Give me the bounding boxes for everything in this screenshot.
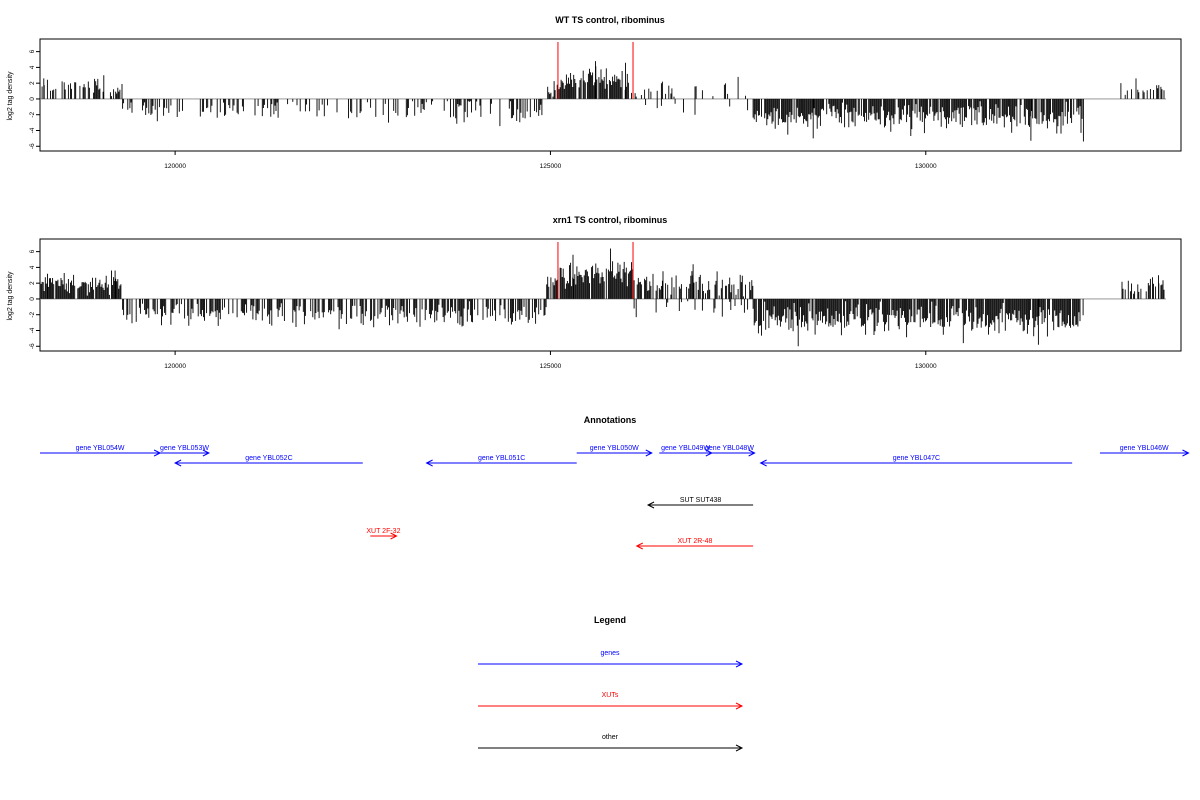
arrowhead-icon	[425, 459, 433, 467]
y-tick-label: -6	[29, 343, 36, 349]
annotation-xut-2f-32: XUT 2F-32	[366, 528, 401, 540]
wt-panel-ylabel: log2 tag density	[7, 71, 14, 121]
annotation-label: gene YBL051C	[478, 455, 525, 462]
x-tick-label: 130000	[915, 163, 937, 170]
wt-panel-y-axis: -6 -4 -2 0 2 4 6	[29, 49, 40, 149]
arrowhead-icon	[1182, 449, 1190, 457]
xrn1-panel-y-axis: -6 -4 -2 0 2 4 6	[29, 249, 40, 349]
annotation-gene-ybl052c: gene YBL052C	[173, 455, 363, 467]
annotation-gene-ybl054w: gene YBL054W	[40, 445, 162, 457]
legend-item-xuts: XUTs	[478, 692, 744, 710]
x-tick-label: 125000	[540, 163, 562, 170]
y-tick-label: -2	[29, 111, 36, 117]
arrowhead-icon	[748, 449, 756, 457]
arrowhead-icon	[645, 449, 653, 457]
annotation-label: SUT SUT438	[680, 497, 722, 504]
annotation-gene-ybl050w: gene YBL050W	[576, 445, 653, 457]
xrn1-density-bars	[39, 248, 1165, 347]
arrowhead-icon	[646, 501, 655, 509]
legend: Legend genes XUTs other	[478, 615, 744, 752]
arrowhead-icon	[735, 702, 744, 710]
legend-label: genes	[600, 650, 620, 657]
arrowhead-icon	[202, 449, 211, 457]
wt-panel-x-axis: 120000 125000 130000	[164, 151, 937, 170]
legend-label: other	[602, 734, 619, 741]
wt-panel-markers	[557, 42, 634, 99]
xrn1-panel-markers	[557, 242, 634, 299]
legend-title: Legend	[594, 615, 626, 625]
xrn1-panel-x-axis: 120000 125000 130000	[164, 351, 937, 370]
legend-items: genes XUTs other	[478, 650, 744, 752]
wt-density-bars	[39, 61, 1165, 142]
annotation-gene-ybl051c: gene YBL051C	[425, 455, 577, 467]
annotation-gene-ybl046w: gene YBL046W	[1099, 445, 1190, 457]
arrowhead-icon	[390, 532, 398, 540]
annotation-label: gene YBL047C	[893, 455, 940, 462]
annotation-label: XUT 2R-48	[678, 538, 713, 545]
legend-item-genes: genes	[478, 650, 744, 668]
annotation-sut-sut438: SUT SUT438	[646, 497, 754, 509]
y-tick-label: 2	[29, 281, 36, 285]
annotation-xut-2r-48: XUT 2R-48	[635, 538, 754, 550]
x-tick-label: 125000	[540, 363, 562, 370]
annotation-label: XUT 2F-32	[366, 528, 400, 535]
arrowhead-icon	[735, 744, 744, 752]
xrn1-panel-bars	[39, 248, 1166, 347]
arrowhead-icon	[173, 459, 182, 467]
xrn1-panel-title: xrn1 TS control, ribominus	[553, 215, 668, 225]
wt-panel-bars	[39, 61, 1166, 142]
annotations-track: Annotations gene YBL054W gene YBL053Wgene…	[40, 415, 1190, 550]
annotation-label: gene YBL049W	[661, 445, 710, 452]
wt-panel-title: WT TS control, ribominus	[555, 15, 665, 25]
annotation-gene-ybl053w: gene YBL053W	[160, 445, 211, 457]
y-tick-label: 0	[29, 97, 36, 101]
y-tick-label: 2	[29, 81, 36, 85]
annotation-label: gene YBL050W	[590, 445, 639, 452]
annotation-label: gene YBL046W	[1120, 445, 1169, 452]
annotations-title: Annotations	[584, 415, 637, 425]
arrowhead-icon	[735, 660, 744, 668]
wt-panel: WT TS control, ribominus log2 tag densit…	[7, 15, 1182, 170]
annotation-gene-ybl048w: gene YBL048W	[704, 445, 756, 457]
annotation-gene-ybl047c: gene YBL047C	[759, 455, 1073, 467]
legend-label: XUTs	[602, 692, 619, 699]
annotation-label: gene YBL048W	[705, 445, 754, 452]
y-tick-label: -4	[29, 327, 36, 333]
annotation-gene-ybl049w: gene YBL049W	[659, 445, 713, 457]
x-tick-label: 130000	[915, 363, 937, 370]
y-tick-label: 6	[29, 49, 36, 53]
arrowhead-icon	[759, 459, 767, 467]
x-tick-label: 120000	[164, 363, 186, 370]
arrowhead-icon	[153, 449, 162, 457]
legend-item-other: other	[478, 734, 744, 752]
y-tick-label: 4	[29, 265, 36, 269]
annotation-label: gene YBL053W	[160, 445, 209, 452]
arrowhead-icon	[635, 542, 643, 550]
y-tick-label: -4	[29, 127, 36, 133]
y-tick-label: 6	[29, 249, 36, 253]
xrn1-panel: xrn1 TS control, ribominus log2 tag dens…	[7, 215, 1182, 370]
annotation-label: gene YBL054W	[76, 445, 125, 452]
y-tick-label: 0	[29, 297, 36, 301]
y-tick-label: 4	[29, 65, 36, 69]
y-tick-label: -6	[29, 143, 36, 149]
y-tick-label: -2	[29, 311, 36, 317]
x-tick-label: 120000	[164, 163, 186, 170]
annotation-label: gene YBL052C	[245, 455, 292, 462]
annotation-arrows: gene YBL054W gene YBL053W gene YBL052C gene…	[40, 445, 1190, 550]
xrn1-panel-ylabel: log2 tag density	[7, 271, 14, 321]
